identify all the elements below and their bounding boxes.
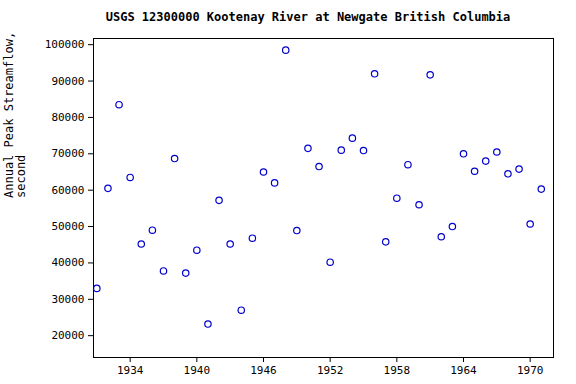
svg-text:1946: 1946	[250, 364, 277, 377]
svg-text:90000: 90000	[51, 75, 84, 88]
svg-text:1970: 1970	[517, 364, 544, 377]
svg-text:Annual Peak Streamflow, in cub: Annual Peak Streamflow, in cubic feet pe…	[2, 30, 28, 198]
svg-text:1958: 1958	[384, 364, 411, 377]
svg-text:1952: 1952	[317, 364, 344, 377]
svg-text:40000: 40000	[51, 256, 84, 269]
svg-text:1934: 1934	[117, 364, 144, 377]
svg-text:100000: 100000	[45, 38, 85, 51]
svg-text:50000: 50000	[51, 220, 84, 233]
svg-text:30000: 30000	[51, 293, 84, 306]
svg-text:1964: 1964	[450, 364, 477, 377]
svg-text:80000: 80000	[51, 111, 84, 124]
svg-text:20000: 20000	[51, 329, 84, 342]
svg-text:1940: 1940	[184, 364, 211, 377]
svg-text:60000: 60000	[51, 184, 84, 197]
svg-text:70000: 70000	[51, 147, 84, 160]
html-text:USGS 12300000 Kootenay River a: USGS 12300000 Kootenay River at Newgate …	[105, 10, 511, 24]
